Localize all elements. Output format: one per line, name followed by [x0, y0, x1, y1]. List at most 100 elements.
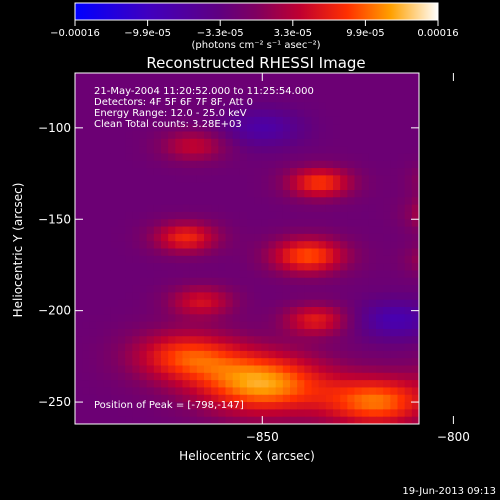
heatmap-cell [189, 160, 198, 169]
heatmap-cell [225, 233, 234, 242]
heatmap-cell [139, 116, 148, 125]
heatmap-cell [275, 87, 284, 96]
heatmap-cell [411, 343, 419, 352]
heatmap-cell [118, 197, 126, 206]
heatmap-cell [189, 80, 198, 89]
heatmap-cell [275, 350, 284, 359]
heatmap-cell [96, 153, 105, 162]
heatmap-cell [354, 416, 363, 424]
heatmap-cell [168, 211, 176, 220]
heatmap-cell [161, 321, 169, 330]
heatmap-cell [397, 277, 406, 286]
heatmap-cell [261, 109, 270, 118]
heatmap-cell [118, 263, 126, 272]
heatmap-cell [383, 131, 391, 140]
heatmap-cell [404, 153, 413, 162]
heatmap-cell [125, 365, 133, 374]
heatmap-cell [118, 372, 126, 381]
heatmap-cell [232, 292, 241, 301]
heatmap-cell [204, 321, 212, 330]
heatmap-cell [311, 350, 320, 359]
heatmap-cell [232, 394, 241, 403]
heatmap-cell [211, 94, 219, 103]
heatmap-cell [354, 365, 363, 374]
heatmap-cell [82, 211, 90, 220]
heatmap-cell [204, 138, 212, 147]
heatmap-cell [146, 307, 155, 315]
heatmap-cell [404, 116, 413, 125]
heatmap-cell [182, 124, 191, 133]
heatmap-cell [218, 402, 227, 410]
heatmap-cell [311, 255, 320, 264]
heatmap-cell [397, 219, 406, 228]
heatmap-cell [189, 204, 198, 213]
heatmap-cell [82, 94, 90, 103]
heatmap-cell [297, 160, 305, 169]
heatmap-cell [110, 409, 119, 418]
heatmap-cell [118, 321, 126, 330]
heatmap-cell [347, 292, 356, 301]
heatmap-cell [261, 263, 270, 272]
heatmap-cell [340, 328, 348, 337]
heatmap-cell [325, 402, 334, 410]
heatmap-cell [397, 138, 406, 147]
heatmap-cell [275, 146, 284, 155]
heatmap-cell [318, 321, 327, 330]
heatmap-cell [175, 255, 184, 264]
heatmap-cell [376, 182, 384, 191]
heatmap-cell [103, 80, 112, 89]
heatmap-cell [82, 350, 90, 359]
heatmap-cell [161, 233, 169, 242]
heatmap-cell [189, 87, 198, 96]
heatmap-cell [132, 175, 141, 184]
heatmap-cell [125, 328, 133, 337]
heatmap-cell [153, 350, 162, 359]
heatmap-cell [347, 307, 356, 315]
heatmap-cell [75, 190, 83, 198]
heatmap-cell [325, 146, 334, 155]
heatmap-cell [290, 102, 298, 111]
heatmap-cell [325, 138, 334, 147]
heatmap-cell [211, 358, 219, 367]
heatmap-cell [211, 255, 219, 264]
heatmap-cell [383, 358, 391, 367]
heatmap-cell [297, 102, 305, 111]
heatmap-cell [282, 175, 291, 184]
heatmap-cell [175, 387, 184, 396]
heatmap-cell [390, 328, 399, 337]
heatmap-cell [390, 109, 399, 118]
heatmap-cell [218, 314, 227, 323]
heatmap-cell [282, 219, 291, 228]
heatmap-cell [175, 204, 184, 213]
heatmap-cell [282, 211, 291, 220]
heatmap-cell [376, 277, 384, 286]
heatmap-cell [211, 241, 219, 250]
heatmap-cell [175, 307, 184, 315]
heatmap-cell [182, 131, 191, 140]
heatmap-cell [347, 241, 356, 250]
heatmap-cell [218, 190, 227, 198]
heatmap-cell [196, 285, 205, 293]
heatmap-cell [311, 226, 320, 235]
heatmap-cell [261, 285, 270, 293]
heatmap-cell [247, 197, 255, 206]
heatmap-cell [361, 292, 370, 301]
heatmap-cell [318, 263, 327, 272]
heatmap-cell [239, 182, 248, 191]
heatmap-cell [333, 204, 341, 213]
heatmap-cell [182, 416, 191, 424]
heatmap-cell [282, 402, 291, 410]
heatmap-cell [282, 292, 291, 301]
heatmap-cell [311, 285, 320, 293]
colorbar: −0.00016 −9.9e-05 −3.3e-05 3.3e-05 9.9e-05 0.… [50, 2, 459, 51]
heatmap-cell [125, 197, 133, 206]
heatmap-cell [376, 394, 384, 403]
heatmap-cell [196, 182, 205, 191]
heatmap-cell [376, 204, 384, 213]
heatmap-cell [118, 190, 126, 198]
heatmap-cell [175, 270, 184, 279]
heatmap-cell [96, 255, 105, 264]
heatmap-cell [318, 277, 327, 286]
heatmap-cell [153, 402, 162, 410]
heatmap-cell [325, 94, 334, 103]
